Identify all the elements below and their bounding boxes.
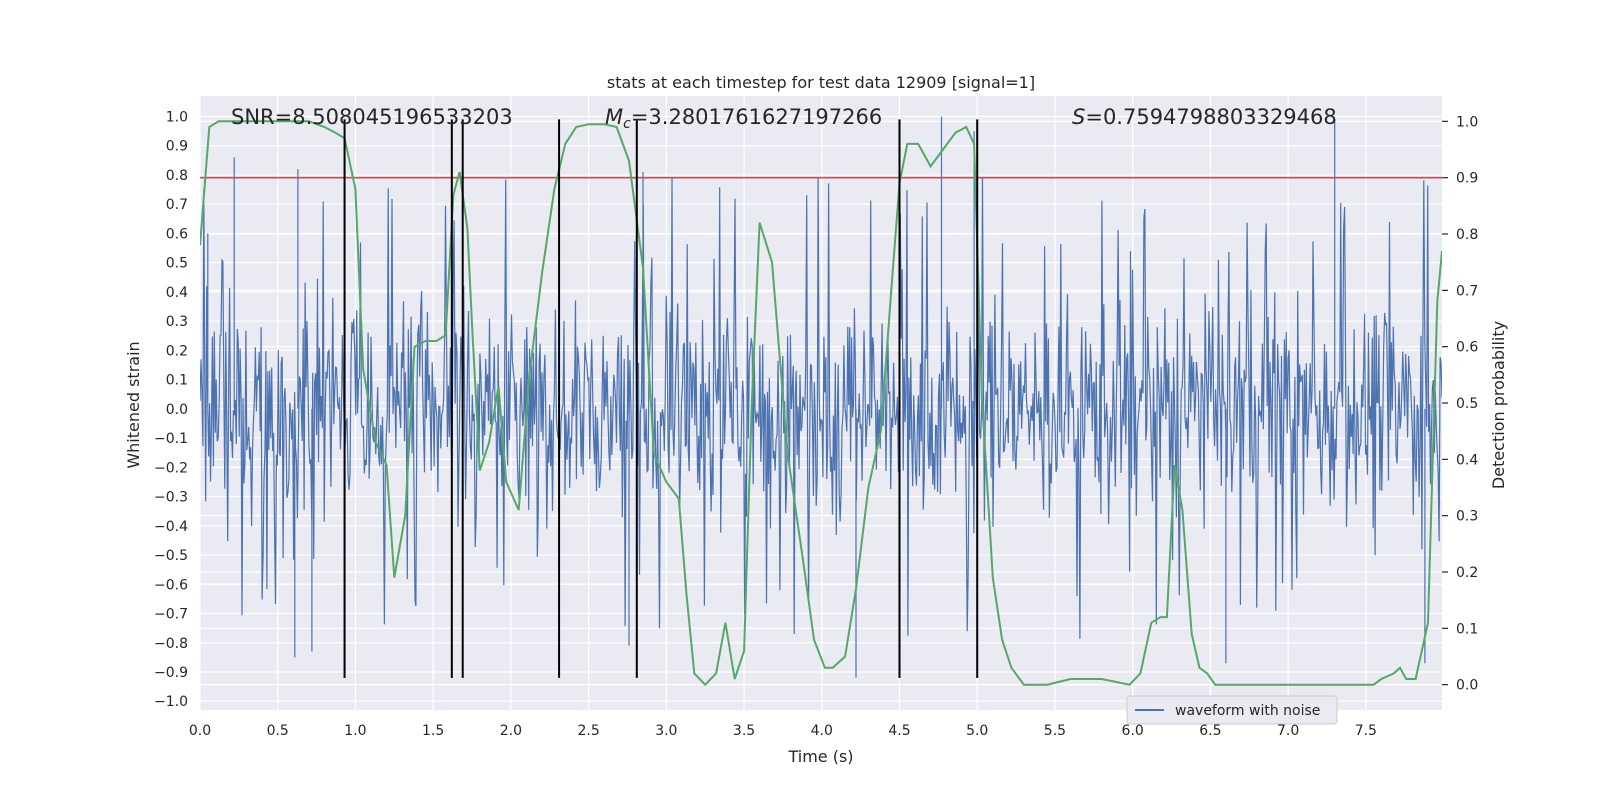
right-y-axis-label: Detection probability — [1489, 321, 1508, 489]
right-y-tick-label: 0.8 — [1456, 227, 1478, 243]
x-tick-label: 7.5 — [1355, 723, 1377, 739]
probability-series — [200, 120, 1442, 687]
y-tick-label: −0.5 — [154, 548, 188, 564]
legend-box — [1126, 695, 1338, 725]
s-annotation: S=0.7594798803329468 — [1072, 105, 1337, 129]
y-tick-label: −0.1 — [154, 431, 188, 447]
y-tick-label: 0.3 — [166, 314, 188, 330]
right-y-tick-label: 0.4 — [1456, 452, 1478, 468]
x-tick-label: 0.0 — [189, 723, 211, 739]
right-y-axis-ticks: 0.0 0.1 0.2 0.3 0.4 0.5 0.6 0.7 0.8 0.9 1.0 — [1442, 114, 1478, 694]
x-axis-label: Time (s) — [787, 747, 853, 766]
x-tick-label: 7.0 — [1277, 723, 1299, 739]
s-value: =0.7594798803329468 — [1085, 105, 1336, 129]
chirp-mass-value: =3.2801761627197266 — [631, 105, 882, 129]
y-tick-label: 0.1 — [166, 373, 188, 389]
x-axis-ticks: 0.0 0.5 1.0 1.5 2.0 2.5 3.0 3.5 4.0 4.5 5.0 5.5 6.0 6… — [189, 723, 1377, 739]
y-tick-label: −0.9 — [154, 665, 188, 681]
event-markers — [343, 119, 979, 678]
x-tick-label: 2.0 — [500, 723, 522, 739]
right-y-tick-label: 0.7 — [1456, 283, 1478, 299]
snr-annotation: SNR=8.508045196533203 — [231, 105, 513, 129]
x-tick-label: 4.5 — [888, 723, 910, 739]
chart-title: stats at each timestep for test data 129… — [607, 73, 1035, 92]
right-y-tick-label: 0.5 — [1456, 396, 1478, 412]
x-tick-label: 0.5 — [267, 723, 289, 739]
left-y-axis-ticks: −1.0 −0.9 −0.8 −0.7 −0.6 −0.5 −0.4 −0.3 −0.2 −0.1… — [154, 109, 188, 710]
y-axis-label: Whitened strain — [124, 341, 143, 468]
x-tick-label: 2.5 — [577, 723, 599, 739]
y-tick-label: −0.4 — [154, 519, 188, 535]
y-tick-label: 0.5 — [166, 256, 188, 272]
x-tick-label: 1.5 — [422, 723, 444, 739]
legend: waveform with noise — [1126, 695, 1338, 725]
x-tick-label: 4.0 — [811, 723, 833, 739]
right-y-tick-label: 0.1 — [1456, 621, 1478, 637]
y-tick-label: 0.2 — [166, 343, 188, 359]
x-tick-label: 1.0 — [344, 723, 366, 739]
y-tick-label: 0.6 — [166, 226, 188, 242]
legend-entry: waveform with noise — [1175, 703, 1320, 719]
y-tick-label: −1.0 — [154, 694, 188, 710]
y-tick-label: 0.0 — [166, 402, 188, 418]
right-y-tick-label: 0.0 — [1456, 678, 1478, 694]
y-tick-label: −0.3 — [154, 490, 188, 506]
x-tick-label: 3.5 — [733, 723, 755, 739]
y-tick-label: −0.6 — [154, 577, 188, 593]
x-tick-label: 3.0 — [655, 723, 677, 739]
chirp-mass-symbol: M — [605, 105, 623, 129]
right-y-tick-label: 0.9 — [1456, 171, 1478, 187]
y-tick-label: 0.8 — [166, 168, 188, 184]
right-y-tick-label: 0.2 — [1456, 565, 1478, 581]
y-tick-label: 0.9 — [166, 139, 188, 155]
y-tick-label: 1.0 — [166, 109, 188, 125]
x-tick-label: 5.0 — [966, 723, 988, 739]
y-tick-label: −0.7 — [154, 607, 188, 623]
y-tick-label: −0.2 — [154, 460, 188, 476]
y-tick-label: 0.7 — [166, 197, 188, 213]
right-y-tick-label: 0.3 — [1456, 509, 1478, 525]
chirp-mass-subscript: c — [623, 116, 631, 132]
y-tick-label: −0.8 — [154, 636, 188, 652]
s-symbol: S — [1072, 105, 1085, 129]
x-tick-label: 6.5 — [1199, 723, 1221, 739]
x-tick-label: 6.0 — [1122, 723, 1144, 739]
right-y-tick-label: 1.0 — [1456, 114, 1478, 130]
chirp-mass-annotation: Mc=3.2801761627197266 — [605, 105, 882, 132]
y-tick-label: 0.4 — [166, 285, 188, 301]
x-tick-label: 5.5 — [1044, 723, 1066, 739]
right-y-tick-label: 0.6 — [1456, 340, 1478, 356]
plot-content — [200, 116, 1442, 687]
